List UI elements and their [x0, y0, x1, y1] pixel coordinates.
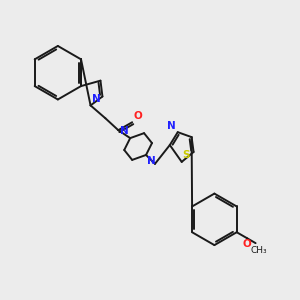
Text: S: S — [183, 150, 190, 160]
Text: N: N — [120, 126, 129, 136]
Text: N: N — [167, 121, 176, 131]
Text: O: O — [243, 239, 251, 249]
Text: CH₃: CH₃ — [251, 246, 267, 255]
Text: O: O — [133, 111, 142, 121]
Text: N: N — [147, 156, 156, 166]
Text: N: N — [92, 94, 100, 104]
